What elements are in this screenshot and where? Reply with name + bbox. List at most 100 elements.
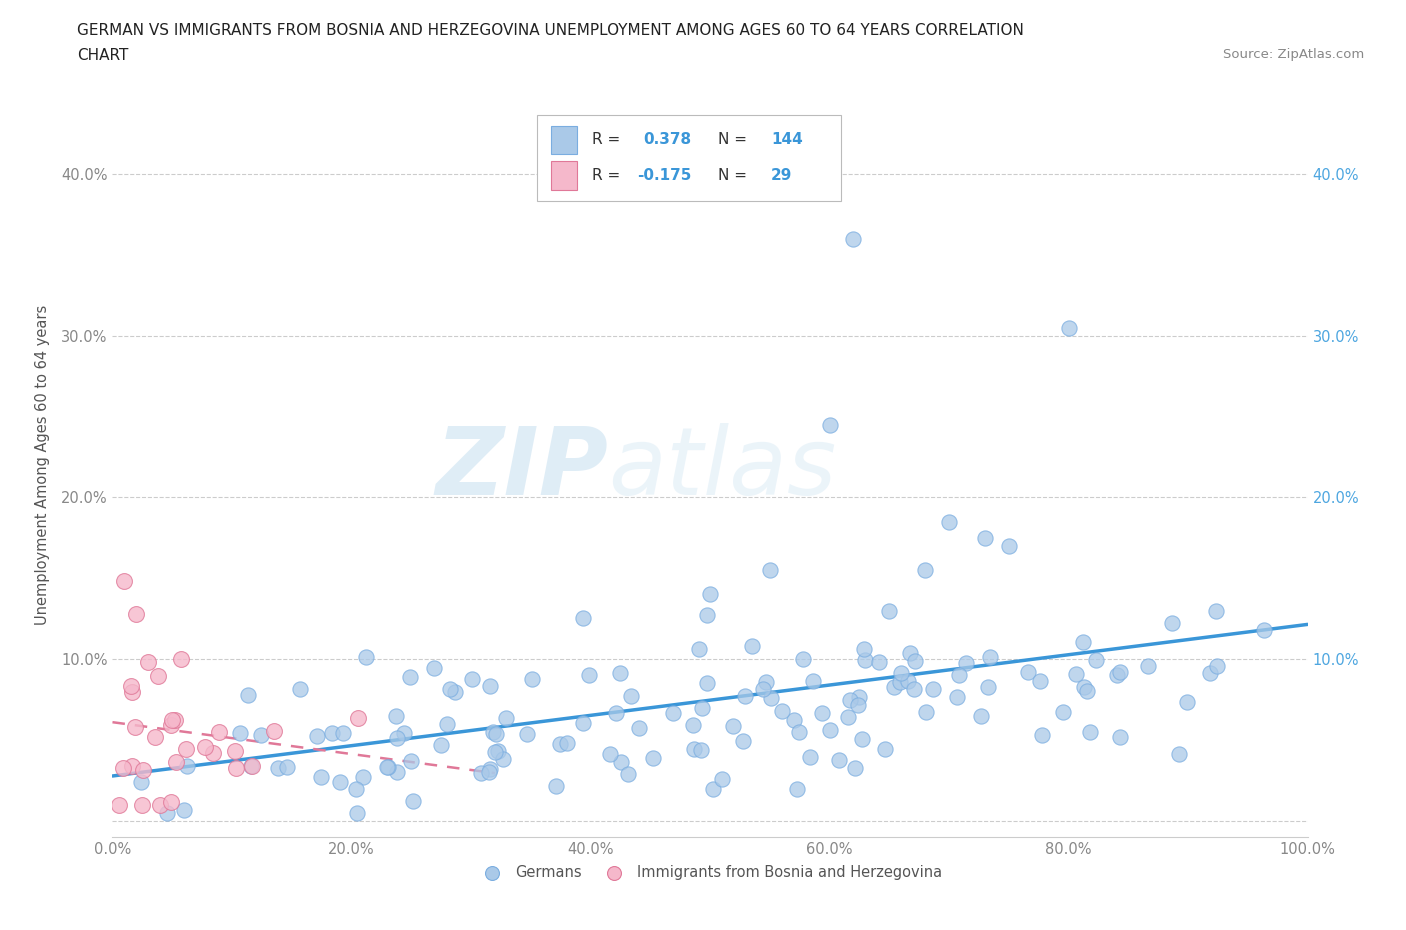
Point [1109, 665, 1132, 680]
Point [146, 668, 169, 683]
Point [572, 716, 595, 731]
Point [352, 769, 374, 784]
Point [1073, 680, 1095, 695]
Point [818, 418, 841, 432]
Point [479, 679, 502, 694]
Text: 29: 29 [770, 168, 793, 183]
Point [384, 709, 406, 724]
Point [811, 705, 834, 720]
Point [702, 781, 724, 796]
Point [852, 642, 875, 657]
Point [699, 587, 721, 602]
Point [329, 774, 352, 789]
Point [121, 759, 143, 774]
Point [225, 760, 247, 775]
Point [662, 706, 685, 721]
Point [873, 741, 896, 756]
Point [387, 764, 409, 779]
Point [770, 703, 793, 718]
Point [149, 797, 172, 812]
Point [741, 638, 763, 653]
Point [820, 723, 842, 737]
Point [1084, 653, 1107, 668]
Point [1206, 658, 1229, 673]
Point [839, 693, 862, 708]
Point [1078, 724, 1101, 739]
Point [516, 726, 538, 741]
Point [165, 754, 187, 769]
Point [436, 717, 458, 732]
Point [143, 730, 166, 745]
Point [1253, 622, 1275, 637]
Point [346, 805, 368, 820]
Point [160, 794, 183, 809]
Point [229, 725, 252, 740]
Point [627, 721, 650, 736]
Point [682, 718, 704, 733]
Point [1168, 747, 1191, 762]
Point [752, 682, 775, 697]
Point [759, 563, 782, 578]
Point [792, 652, 814, 667]
Text: R =: R = [592, 132, 620, 147]
Point [848, 689, 870, 704]
Point [1071, 634, 1094, 649]
Point [401, 793, 423, 808]
Point [138, 655, 160, 670]
Point [492, 751, 515, 766]
Point [786, 782, 808, 797]
Point [837, 710, 859, 724]
Point [868, 655, 890, 670]
Text: CHART: CHART [77, 48, 129, 63]
Point [399, 754, 422, 769]
Point [520, 671, 543, 686]
Point [879, 604, 901, 618]
Point [484, 745, 506, 760]
Point [1057, 320, 1080, 335]
Point [1076, 683, 1098, 698]
Point [176, 759, 198, 774]
Point [555, 736, 578, 751]
Point [1137, 658, 1160, 673]
Point [263, 724, 285, 738]
Point [696, 607, 718, 622]
Point [915, 705, 938, 720]
FancyBboxPatch shape [551, 126, 578, 154]
Point [194, 740, 217, 755]
Point [955, 656, 977, 671]
FancyBboxPatch shape [537, 115, 842, 201]
Point [889, 674, 911, 689]
Point [201, 746, 224, 761]
Text: 144: 144 [770, 132, 803, 147]
Point [828, 753, 851, 768]
Point [481, 724, 503, 739]
Point [948, 668, 970, 683]
Point [969, 709, 991, 724]
Point [599, 746, 621, 761]
Point [470, 765, 492, 780]
Point [173, 803, 195, 817]
Point [495, 711, 517, 725]
Point [544, 779, 567, 794]
Point [124, 720, 146, 735]
Point [610, 755, 633, 770]
Text: -0.175: -0.175 [637, 168, 692, 183]
Point [169, 652, 191, 667]
Point [755, 675, 778, 690]
Point [578, 667, 600, 682]
Point [131, 797, 153, 812]
Point [224, 743, 246, 758]
Point [488, 743, 510, 758]
Point [1105, 668, 1128, 683]
Point [851, 731, 873, 746]
Point [444, 684, 467, 699]
Point [1160, 616, 1182, 631]
Point [904, 654, 927, 669]
Point [385, 730, 408, 745]
Point [801, 674, 824, 689]
Point [696, 676, 718, 691]
Text: 0.378: 0.378 [643, 132, 692, 147]
Point [288, 682, 311, 697]
Point [1109, 730, 1132, 745]
Point [439, 682, 461, 697]
